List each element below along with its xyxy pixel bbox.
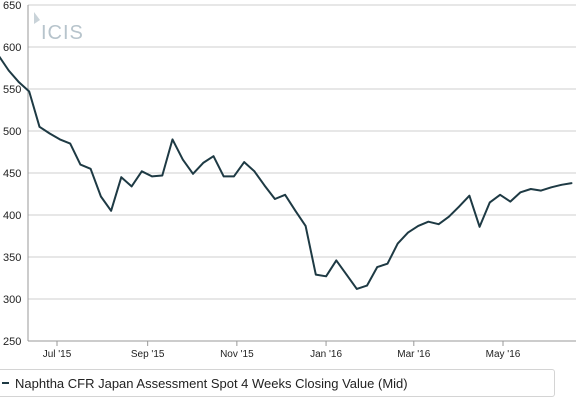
y-tick-label: 450	[3, 168, 21, 180]
data-point	[69, 142, 71, 145]
series-line	[0, 55, 572, 290]
data-point	[222, 175, 225, 178]
data-point	[366, 284, 368, 287]
data-point	[192, 173, 194, 175]
data-point	[100, 195, 102, 198]
data-point	[407, 231, 409, 234]
data-point	[304, 225, 307, 227]
data-point	[171, 138, 174, 141]
data-point	[130, 185, 133, 188]
data-point	[202, 162, 204, 164]
series-layer	[0, 55, 573, 290]
data-point	[89, 168, 92, 170]
data-point	[530, 188, 532, 190]
data-point	[243, 161, 245, 163]
y-tick-label: 550	[3, 84, 21, 96]
data-point	[120, 176, 123, 178]
data-point	[509, 200, 512, 203]
data-point	[38, 126, 41, 128]
data-point	[519, 191, 522, 194]
legend-marker	[2, 382, 9, 384]
y-axis: 650 600 550 500 450 400 350 300 250	[3, 0, 21, 348]
data-point	[335, 259, 338, 262]
data-point	[253, 170, 256, 173]
data-point	[59, 138, 61, 141]
data-point	[437, 223, 440, 225]
x-tick-label: May '16	[486, 349, 521, 360]
data-point	[540, 189, 542, 192]
data-point	[212, 155, 215, 157]
data-point	[263, 184, 266, 187]
y-tick-label: 400	[3, 210, 21, 222]
data-point	[345, 273, 348, 276]
x-tick-label: Jul '15	[43, 349, 72, 360]
data-point	[478, 226, 481, 228]
data-point	[417, 225, 420, 227]
data-point	[468, 194, 471, 197]
data-point	[274, 198, 276, 200]
data-point	[110, 210, 112, 212]
data-point	[151, 175, 153, 178]
data-point	[18, 81, 20, 84]
data-point	[499, 194, 501, 196]
data-point	[182, 158, 184, 161]
data-point	[560, 184, 563, 186]
data-point	[325, 275, 327, 278]
y-tick-label: 350	[3, 252, 21, 264]
y-tick-label: 300	[3, 294, 21, 306]
data-point	[294, 210, 297, 212]
data-point	[570, 182, 573, 184]
y-tick-label: 600	[3, 42, 21, 54]
data-point	[550, 186, 553, 189]
x-tick-label: Sep '15	[131, 349, 165, 360]
data-point	[28, 90, 31, 93]
legend[interactable]: Naphtha CFR Japan Assessment Spot 4 Week…	[0, 369, 555, 397]
y-tick-label: 650	[3, 0, 21, 12]
data-point	[356, 288, 358, 290]
y-tick-label: 500	[3, 126, 21, 138]
data-point	[427, 220, 430, 223]
data-point	[448, 215, 450, 218]
data-point	[284, 194, 286, 196]
x-tick-label: Jan '16	[310, 349, 342, 360]
grid-lines	[28, 4, 576, 300]
data-point	[233, 175, 235, 178]
icis-logo-icon	[34, 12, 40, 24]
data-point	[79, 163, 82, 166]
data-point	[161, 174, 164, 177]
y-tick-label: 250	[3, 336, 21, 348]
data-point	[48, 132, 51, 135]
watermark: ICIS	[34, 12, 84, 44]
legend-label: Naphtha CFR Japan Assessment Spot 4 Week…	[15, 375, 408, 391]
data-point	[458, 205, 460, 208]
data-point	[7, 69, 10, 72]
data-point	[396, 242, 399, 245]
x-tick-label: Nov '15	[220, 349, 254, 360]
data-point	[489, 201, 491, 204]
watermark-text: ICIS	[41, 22, 84, 44]
data-point	[315, 273, 317, 276]
x-axis: Jul '15 Sep '15 Nov '15 Jan '16 Mar '16 May '…	[43, 341, 521, 360]
data-point	[376, 266, 379, 268]
data-point	[386, 262, 389, 265]
x-tick-label: Mar '16	[397, 349, 430, 360]
data-point	[141, 170, 143, 173]
